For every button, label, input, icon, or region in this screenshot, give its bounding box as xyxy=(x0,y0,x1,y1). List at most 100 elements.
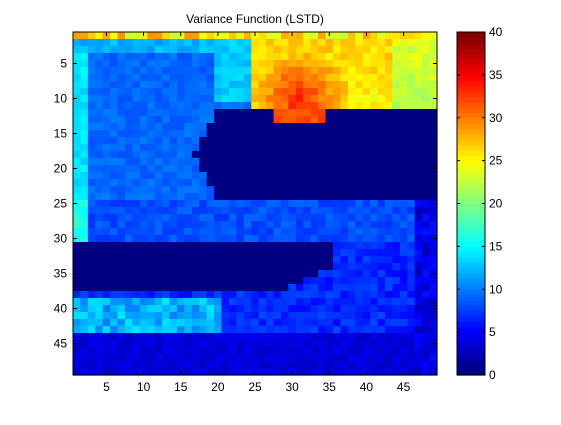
heatmap-cell xyxy=(199,270,208,278)
heatmap-cell xyxy=(295,74,304,82)
heatmap-cell xyxy=(273,242,282,250)
heatmap-cell xyxy=(318,130,327,138)
heatmap-cell xyxy=(281,284,290,292)
heatmap-cell xyxy=(80,298,89,306)
heatmap-cell xyxy=(87,39,96,47)
heatmap-cell xyxy=(422,228,431,236)
heatmap-cell xyxy=(429,88,438,96)
colorbar xyxy=(457,32,485,376)
heatmap-cell xyxy=(347,95,356,103)
heatmap-cell xyxy=(110,347,119,355)
heatmap-cell xyxy=(399,256,408,264)
heatmap-cell xyxy=(370,46,379,54)
heatmap-cell xyxy=(139,116,148,124)
heatmap-cell xyxy=(191,354,200,362)
colorbar-segment xyxy=(457,219,485,226)
heatmap-cell xyxy=(281,123,290,131)
heatmap-cell xyxy=(251,67,260,75)
heatmap-cell xyxy=(362,263,371,271)
heatmap-cell xyxy=(310,354,319,362)
heatmap-cell xyxy=(102,277,111,285)
heatmap-cell xyxy=(132,137,141,145)
heatmap-cell xyxy=(340,305,349,313)
heatmap-cell xyxy=(80,172,89,180)
heatmap-cell xyxy=(177,312,186,320)
heatmap-cell xyxy=(392,291,401,299)
heatmap-cell xyxy=(147,228,156,236)
heatmap-cell xyxy=(385,354,394,362)
colorbar-segment xyxy=(457,37,485,44)
heatmap-cell xyxy=(229,172,238,180)
heatmap-cell xyxy=(273,228,282,236)
heatmap-cell xyxy=(310,53,319,61)
colorbar-segment xyxy=(457,294,485,301)
heatmap-cell xyxy=(117,144,126,152)
heatmap-cell xyxy=(392,221,401,229)
heatmap-cell xyxy=(392,179,401,187)
heatmap-cell xyxy=(370,60,379,68)
heatmap-cell xyxy=(355,88,364,96)
heatmap-cell xyxy=(80,74,89,82)
heatmap-cell xyxy=(102,333,111,341)
heatmap-cell xyxy=(333,354,342,362)
heatmap-cell xyxy=(184,221,193,229)
heatmap-cell xyxy=(221,368,230,376)
heatmap-cell xyxy=(243,172,252,180)
heatmap-cell xyxy=(310,186,319,194)
heatmap-cell xyxy=(340,74,349,82)
heatmap-cell xyxy=(429,74,438,82)
colorbar-tick-label: 20 xyxy=(489,197,503,211)
heatmap-cell xyxy=(288,74,297,82)
heatmap-cell xyxy=(139,354,148,362)
heatmap-cell xyxy=(199,228,208,236)
heatmap-cell xyxy=(169,200,178,208)
heatmap-cell xyxy=(177,354,186,362)
heatmap-cell xyxy=(229,298,238,306)
heatmap-cell xyxy=(258,270,267,278)
heatmap-cell xyxy=(177,81,186,89)
heatmap-cell xyxy=(154,291,163,299)
heatmap-cell xyxy=(318,340,327,348)
heatmap-cell xyxy=(102,81,111,89)
heatmap-cell xyxy=(281,60,290,68)
heatmap-cell xyxy=(414,200,423,208)
heatmap-cell xyxy=(110,305,119,313)
heatmap-cell xyxy=(385,214,394,222)
heatmap-cell xyxy=(310,284,319,292)
heatmap-cell xyxy=(147,305,156,313)
heatmap-cell xyxy=(273,172,282,180)
heatmap-cell xyxy=(169,137,178,145)
heatmap-cell xyxy=(333,88,342,96)
heatmap-cell xyxy=(281,74,290,82)
heatmap-cell xyxy=(87,32,96,40)
heatmap-cell xyxy=(147,235,156,243)
heatmap-cell xyxy=(169,60,178,68)
heatmap-cell xyxy=(169,39,178,47)
heatmap-cell xyxy=(377,354,386,362)
heatmap-cell xyxy=(80,284,89,292)
heatmap-cell xyxy=(258,368,267,376)
heatmap-cell xyxy=(139,200,148,208)
heatmap-cell xyxy=(429,193,438,201)
heatmap-cell xyxy=(80,326,89,334)
heatmap-cell xyxy=(258,67,267,75)
heatmap-cell xyxy=(214,305,223,313)
heatmap-cell xyxy=(191,88,200,96)
heatmap-cell xyxy=(340,214,349,222)
heatmap-cell xyxy=(229,46,238,54)
heatmap-cell xyxy=(303,179,312,187)
heatmap-cell xyxy=(288,277,297,285)
heatmap-cell xyxy=(125,256,134,264)
heatmap-cell xyxy=(407,46,416,54)
heatmap-cell xyxy=(251,53,260,61)
heatmap-cell xyxy=(191,228,200,236)
heatmap-cell xyxy=(125,53,134,61)
heatmap-cell xyxy=(399,144,408,152)
heatmap-cell xyxy=(251,109,260,117)
heatmap-cell xyxy=(347,340,356,348)
heatmap-cell xyxy=(325,102,334,110)
heatmap-cell xyxy=(243,214,252,222)
heatmap-cell xyxy=(139,221,148,229)
heatmap-cell xyxy=(199,88,208,96)
heatmap-cell xyxy=(385,200,394,208)
